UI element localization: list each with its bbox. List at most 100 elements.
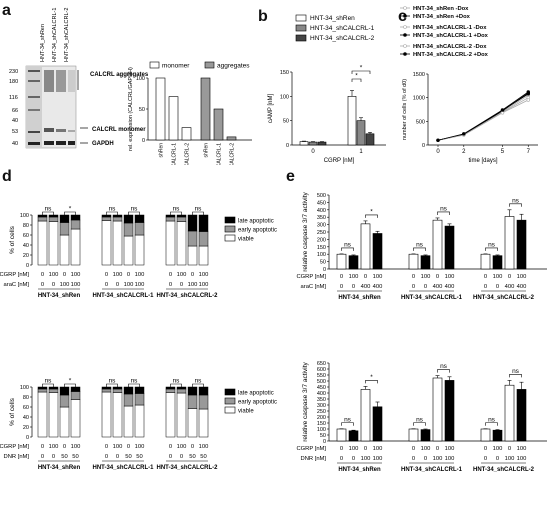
row1-value: 0	[340, 446, 343, 452]
bar-segment	[165, 386, 176, 390]
bar-segment	[134, 393, 145, 406]
mw-marker: 40	[12, 118, 18, 124]
bar-segment	[165, 388, 176, 393]
data-point	[500, 108, 505, 112]
sig-bracket	[341, 422, 354, 426]
group-label: HNT-34_shCALCRL-2	[473, 295, 535, 301]
sig-bracket	[170, 383, 182, 387]
bar-segment	[134, 404, 145, 438]
bar	[480, 428, 491, 442]
y-tick-label: 650	[317, 361, 326, 367]
western-blot	[25, 65, 77, 149]
row1-label: CGRP [nM]	[0, 444, 29, 450]
y-axis-label: rel. expression (CALCRL/GAPDH)	[128, 67, 134, 151]
row2-value: 100	[505, 456, 515, 462]
row2-value: 400	[517, 284, 527, 290]
bar-segment	[187, 214, 198, 232]
legend-label: HNT-34_shCALCRL-1	[310, 25, 375, 32]
y-tick-label: 40	[23, 243, 29, 249]
sig-bracket	[365, 214, 378, 218]
y-tick-label: 0	[323, 439, 326, 445]
legend-label: early apoptotic	[238, 228, 277, 234]
row1-value: 100	[349, 274, 359, 280]
y-tick-label: 400	[317, 391, 326, 397]
legend-label: late apoptotic	[238, 219, 274, 225]
group-label: HNT-34_shCALCRL-2	[156, 293, 218, 299]
row2-value: 0	[424, 456, 427, 462]
bar	[480, 253, 491, 270]
bar	[360, 389, 371, 442]
bar-segment	[176, 388, 187, 394]
row2-value: 0	[352, 456, 355, 462]
row1-value: 0	[105, 444, 108, 450]
y-tick-label: 0	[422, 143, 425, 149]
bar	[155, 77, 166, 141]
sig-label: ns	[512, 368, 520, 375]
legend-swatch	[224, 216, 236, 224]
sig-bracket	[128, 211, 140, 215]
bar-segment	[59, 234, 70, 266]
row2-label: DNR [nM]	[301, 456, 327, 462]
row2-value: 0	[412, 456, 415, 462]
mw-markers: 230 180 116 66 40 53 40	[9, 69, 18, 147]
row2-value: 50	[200, 454, 206, 460]
legend-label: HNT-34_shCALCRL-1 -Dox	[413, 25, 487, 31]
row1-value: 0	[412, 446, 415, 452]
y-tick-label: 200	[317, 415, 326, 421]
mw-marker: 180	[9, 79, 18, 85]
y-tick-label: 50	[283, 119, 289, 125]
legend-marker	[403, 6, 407, 10]
row1-value: 0	[191, 272, 194, 278]
y-tick-label: 1000	[413, 96, 425, 102]
row2-value: 0	[424, 284, 427, 290]
x-tick-label: shCALCRL-2	[185, 143, 191, 165]
row1-value: 100	[373, 446, 383, 452]
sig-bracket	[413, 247, 426, 251]
bar-segment	[37, 220, 48, 266]
bar-segment	[70, 214, 81, 221]
bar	[299, 141, 309, 146]
row1-value: 100	[421, 274, 431, 280]
bar	[226, 136, 237, 141]
chart-c-growth: 0 500 1000 1500 number of cells (% of d0) 0 2 5…	[400, 6, 538, 164]
sig-bracket	[192, 383, 204, 387]
sig-label: *	[355, 73, 358, 80]
bar-segment	[101, 386, 112, 390]
y-tick-label: 150	[280, 70, 289, 76]
sig-bracket	[437, 369, 450, 373]
mw-marker: 230	[9, 69, 18, 75]
row2-value: 50	[136, 454, 142, 460]
sig-bracket	[365, 380, 378, 384]
row1-value: 0	[508, 274, 511, 280]
bar	[492, 429, 503, 442]
row2-label: DNR [nM]	[4, 454, 30, 460]
group-label: HNT-34_shCALCRL-1	[92, 293, 154, 299]
y-tick-label: 0	[26, 263, 29, 269]
legend-swatch	[295, 24, 307, 32]
bar	[408, 428, 419, 442]
legend-label: viable	[238, 237, 254, 243]
sig-label: ns	[195, 378, 203, 385]
bar-segment	[101, 220, 112, 266]
y-axis-label: relative caspase 3/7 activity	[302, 362, 309, 442]
y-tick-label: 80	[23, 223, 29, 229]
legend-swatch	[224, 388, 236, 396]
sig-label: ns	[512, 197, 520, 204]
y-tick-label: 40	[23, 415, 29, 421]
sig-label: *	[69, 206, 72, 213]
bar	[420, 255, 431, 270]
lane-label: HNT-34_shCALCRL-1	[52, 8, 58, 62]
bar-segment	[112, 392, 123, 438]
legend-label: HNT-34_shCALCRL-2	[310, 35, 375, 42]
sig-label: *	[360, 65, 363, 72]
bar	[200, 77, 211, 141]
y-tick-label: 300	[317, 223, 326, 229]
bar-segment	[123, 222, 134, 237]
bar-segment	[134, 222, 145, 236]
legend-label: early apoptotic	[238, 400, 277, 406]
y-axis-label: % of cells	[9, 225, 16, 254]
bar-segment	[70, 391, 81, 400]
